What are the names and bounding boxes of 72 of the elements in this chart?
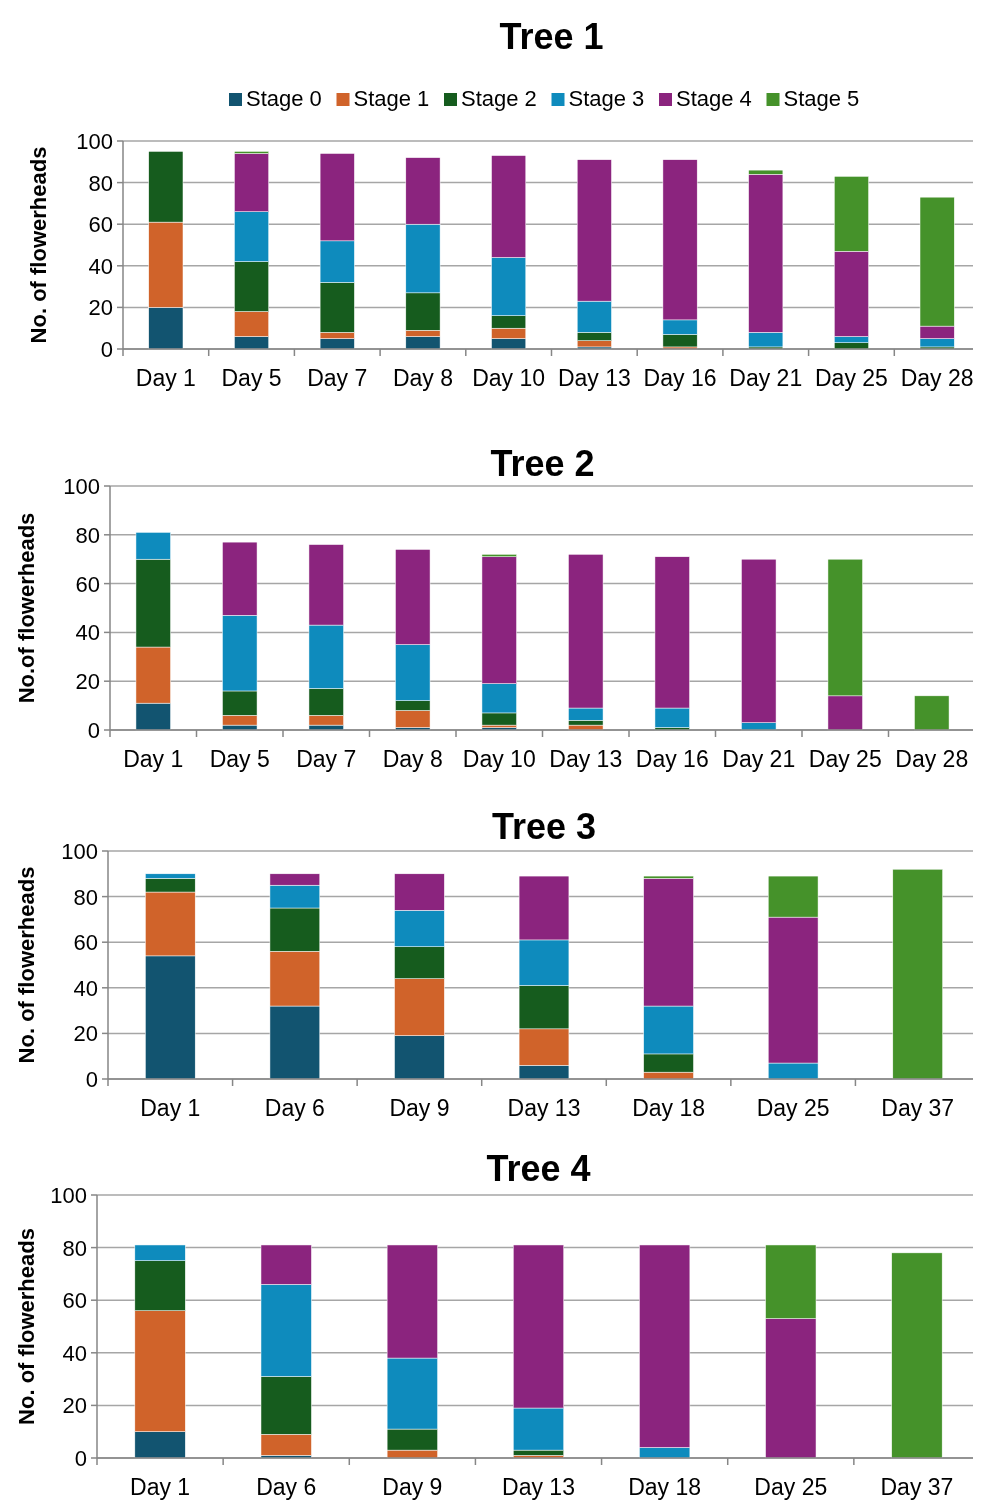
y-tick-label: 60	[88, 212, 113, 238]
y-tick-label: 0	[74, 1446, 87, 1471]
y-tick-label: 20	[75, 669, 100, 695]
x-tick-label: Day 5	[209, 746, 270, 772]
y-tick-label: 40	[73, 975, 98, 1001]
x-tick-label: Day 8	[382, 746, 443, 772]
y-tick-label: 100	[63, 474, 100, 499]
y-axis-title: No. of flowerheads	[26, 146, 51, 344]
x-tick-label: Day 28	[895, 746, 969, 772]
y-tick-label: 80	[88, 170, 113, 196]
x-tick-label: Day 5	[221, 365, 282, 391]
y-tick-label: 60	[73, 930, 98, 956]
y-tick-label: 80	[73, 884, 98, 910]
x-tick-label: Day 13	[502, 1474, 575, 1500]
y-tick-label: 100	[61, 839, 98, 864]
y-tick-label: 100	[50, 1183, 87, 1208]
y-tick-label: 20	[62, 1393, 87, 1419]
y-axis-title: No. of flowerheads	[14, 1228, 39, 1425]
y-tick-label: 20	[73, 1021, 98, 1047]
x-tick-label: Day 8	[392, 365, 453, 391]
x-tick-label: Day 37	[881, 1095, 955, 1121]
chart-title: Tree 4	[486, 1148, 591, 1189]
x-tick-label: Day 13	[557, 365, 631, 391]
x-tick-label: Day 25	[756, 1095, 830, 1121]
x-tick-label: Day 16	[635, 746, 709, 772]
y-tick-label: 100	[76, 129, 113, 154]
y-tick-label: 40	[62, 1340, 87, 1366]
x-tick-label: Day 1	[135, 365, 196, 391]
x-tick-label: Day 25	[754, 1474, 828, 1500]
legend-label: Stage 1	[353, 86, 430, 111]
y-tick-label: 0	[85, 1067, 98, 1092]
y-tick-label: 60	[75, 571, 100, 597]
y-tick-label: 20	[88, 295, 113, 321]
x-tick-label: Day 7	[296, 746, 357, 772]
x-tick-label: Day 6	[256, 1474, 317, 1500]
y-tick-label: 0	[100, 337, 113, 362]
y-tick-label: 0	[87, 718, 100, 743]
x-tick-label: Day 6	[264, 1095, 325, 1121]
x-tick-label: Day 9	[389, 1095, 450, 1121]
x-tick-label: Day 16	[643, 365, 717, 391]
chart-title: Tree 3	[491, 806, 597, 847]
x-tick-label: Day 1	[123, 746, 184, 772]
x-tick-label: Day 28	[900, 365, 974, 391]
x-tick-label: Day 18	[628, 1474, 702, 1500]
y-tick-label: 80	[62, 1235, 87, 1261]
x-tick-label: Day 7	[307, 365, 368, 391]
x-tick-label: Day 21	[722, 746, 796, 772]
chart-title: Tree 1	[499, 16, 604, 57]
x-tick-label: Day 25	[808, 746, 882, 772]
x-tick-label: Day 1	[140, 1095, 201, 1121]
y-tick-label: 80	[75, 522, 100, 548]
x-tick-label: Day 1	[130, 1474, 191, 1500]
legend-label: Stage 3	[568, 86, 645, 111]
y-tick-label: 40	[75, 620, 100, 646]
x-tick-label: Day 10	[472, 365, 546, 391]
legend-label: Stage 2	[461, 86, 537, 111]
legend-label: Stage 0	[246, 86, 322, 111]
legend-label: Stage 5	[783, 86, 860, 111]
x-tick-label: Day 25	[815, 365, 888, 391]
chart-title: Tree 2	[490, 443, 595, 484]
x-tick-label: Day 13	[549, 746, 623, 772]
y-axis-title: No. of flowerheads	[14, 866, 39, 1064]
x-tick-label: Day 21	[729, 365, 803, 391]
x-tick-label: Day 10	[462, 746, 536, 772]
y-axis-title: No.of flowerheads	[14, 512, 39, 704]
x-tick-label: Day 18	[632, 1095, 706, 1121]
x-tick-label: Day 37	[880, 1474, 954, 1500]
x-tick-label: Day 13	[507, 1095, 581, 1121]
y-tick-label: 60	[62, 1288, 87, 1314]
legend-label: Stage 4	[676, 86, 752, 111]
y-tick-label: 40	[88, 253, 113, 279]
x-tick-label: Day 9	[382, 1474, 443, 1500]
